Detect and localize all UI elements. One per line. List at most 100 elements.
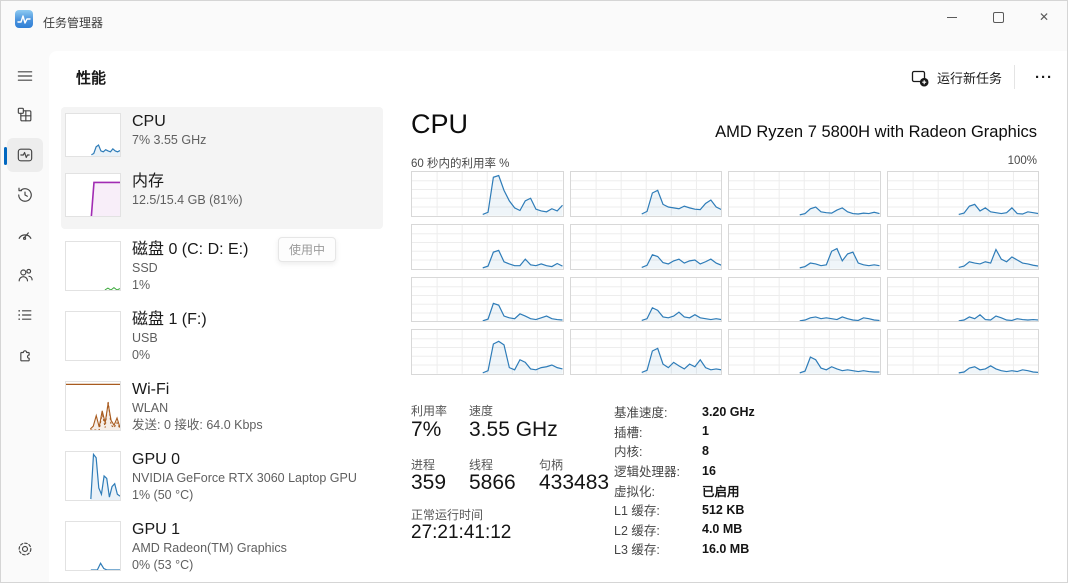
startup-apps-icon (18, 232, 32, 240)
sidebar-item-startup-apps[interactable] (7, 218, 43, 252)
page-title: 性能 (76, 70, 107, 87)
cpu-core-graph-12 (411, 329, 564, 375)
cpu-panel-title: CPU (411, 109, 469, 139)
cpu-core-graph-8 (411, 276, 564, 323)
perf-item-title: 磁盘 0 (C: D: E:) (132, 241, 249, 258)
perf-item-subtitle2: 0% (132, 347, 151, 362)
stat-value-utilization: 7% (411, 418, 442, 441)
wifi-thumbnail (65, 381, 121, 431)
perf-item-subtitle: AMD Radeon(TM) Graphics (132, 541, 287, 555)
spec-label: L1 缓存: (614, 504, 660, 519)
perf-item-subtitle2: 发送: 0 接收: 64.0 Kbps (132, 417, 263, 432)
perf-item-subtitle2: 1% (50 °C) (132, 487, 194, 502)
cpu-core-graph-10 (728, 276, 881, 323)
sidebar-item-details[interactable] (7, 298, 43, 332)
cpu-core-graph-4 (411, 223, 564, 270)
hamburger-menu-icon (17, 71, 33, 81)
spec-label: 内核: (614, 445, 643, 460)
perf-item-wifi[interactable]: Wi-Fi WLAN 发送: 0 接收: 64.0 Kbps (61, 379, 383, 439)
perf-item-title: GPU 0 (132, 451, 181, 468)
stat-value-uptime: 27:21:41:12 (411, 522, 512, 543)
perf-item-gpu0[interactable]: GPU 0 NVIDIA GeForce RTX 3060 Laptop GPU… (61, 449, 383, 509)
settings-button[interactable] (7, 532, 43, 566)
sidebar-rail (1, 1, 49, 582)
spec-label: L2 缓存: (614, 523, 660, 538)
cpu-core-graph-13 (569, 329, 722, 375)
spec-value: 16 (702, 463, 716, 478)
perf-item-subtitle: NVIDIA GeForce RTX 3060 Laptop GPU (132, 471, 357, 485)
cpu-core-graph-15 (886, 329, 1039, 375)
perf-item-title: 内存 (132, 173, 165, 190)
hamburger-menu-button[interactable] (7, 59, 43, 93)
spec-value: 16.0 MB (702, 541, 750, 556)
header-divider (1014, 65, 1015, 89)
details-icon (18, 310, 32, 320)
app-title: 任务管理器 (43, 16, 104, 30)
run-new-task-label: 运行新任务 (937, 70, 1003, 86)
spec-value: 512 KB (702, 502, 745, 517)
perf-item-title: CPU (132, 113, 166, 130)
perf-item-subtitle2: 0% (53 °C) (132, 557, 194, 572)
cpu-core-grid (411, 171, 1039, 375)
run-new-task-button[interactable]: 运行新任务 (909, 63, 1002, 91)
maximize-icon (992, 11, 1004, 23)
cpu-core-graph-2 (728, 171, 881, 217)
perf-item-disk1[interactable]: 磁盘 1 (F:) USB 0% (61, 309, 383, 369)
graph-axis-label: 60 秒内的利用率 % (411, 158, 510, 170)
spec-label: 插槽: (614, 425, 643, 440)
cpu-core-graph-3 (886, 171, 1039, 217)
close-button[interactable]: ✕ (1021, 1, 1067, 33)
cpu-core-graph-14 (728, 329, 881, 375)
cpu-thumbnail (65, 113, 121, 157)
sidebar-item-processes[interactable] (7, 98, 43, 132)
spec-label: 基准速度: (614, 406, 668, 421)
maximize-button[interactable] (975, 1, 1021, 33)
sidebar-item-services[interactable] (7, 338, 43, 372)
minimize-icon (947, 16, 957, 18)
spec-value: 3.20 GHz (702, 404, 755, 419)
perf-item-subtitle: USB (132, 331, 158, 345)
perf-item-title: GPU 1 (132, 521, 181, 538)
stat-value-processes: 359 (411, 471, 447, 494)
disk0-thumbnail (65, 241, 121, 291)
spec-value: 1 (702, 424, 709, 439)
graph-max-label: 100% (1007, 155, 1037, 167)
more-options-button[interactable]: ··· (1035, 68, 1053, 86)
performance-icon (17, 148, 33, 162)
perf-item-title: Wi-Fi (132, 381, 170, 398)
spec-value: 8 (702, 443, 709, 458)
perf-item-disk0[interactable]: 磁盘 0 (C: D: E:) SSD 1% (61, 239, 383, 299)
disk1-thumbnail (65, 311, 121, 361)
perf-item-title: 磁盘 1 (F:) (132, 311, 207, 328)
minimize-button[interactable] (929, 1, 975, 33)
stat-label-threads: 线程 (469, 458, 494, 472)
stat-label-processes: 进程 (411, 458, 436, 472)
sidebar-item-users[interactable] (7, 258, 43, 292)
services-icon (20, 350, 30, 362)
perf-item-cpu[interactable]: CPU 7% 3.55 GHz (61, 111, 383, 167)
stat-label-handles: 句柄 (539, 458, 564, 472)
cpu-core-graph-9 (569, 276, 722, 323)
cpu-core-graph-1 (569, 171, 722, 217)
cpu-spec-table: 基准速度: 3.20 GHz 插槽: 1 内核: 8 逻辑处理器: 16 虚拟化: 已启用… (614, 402, 914, 559)
perf-item-subtitle: SSD (132, 261, 158, 275)
cpu-core-graph-11 (886, 276, 1039, 323)
perf-item-gpu1[interactable]: GPU 1 AMD Radeon(TM) Graphics 0% (53 °C) (61, 519, 383, 579)
spec-value: 已启用 (702, 484, 740, 499)
stat-value-threads: 5866 (469, 471, 516, 494)
sidebar-item-app-history[interactable] (7, 178, 43, 212)
perf-item-subtitle2: 1% (132, 277, 151, 292)
cpu-core-graph-7 (886, 223, 1039, 270)
spec-label: L3 缓存: (614, 543, 660, 558)
cpu-core-graph-6 (728, 223, 881, 270)
cpu-core-graph-0 (411, 171, 564, 217)
spec-label: 虚拟化: (614, 484, 655, 499)
stat-value-speed: 3.55 GHz (469, 418, 558, 441)
titlebar[interactable]: 任务管理器 ✕ (1, 1, 1067, 51)
perf-item-subtitle: WLAN (132, 401, 169, 415)
stat-label-uptime: 正常运行时间 (411, 508, 484, 522)
perf-item-memory[interactable]: 内存 12.5/15.4 GB (81%) (61, 171, 383, 227)
sidebar-item-performance[interactable] (7, 138, 43, 172)
processes-icon (17, 107, 32, 122)
